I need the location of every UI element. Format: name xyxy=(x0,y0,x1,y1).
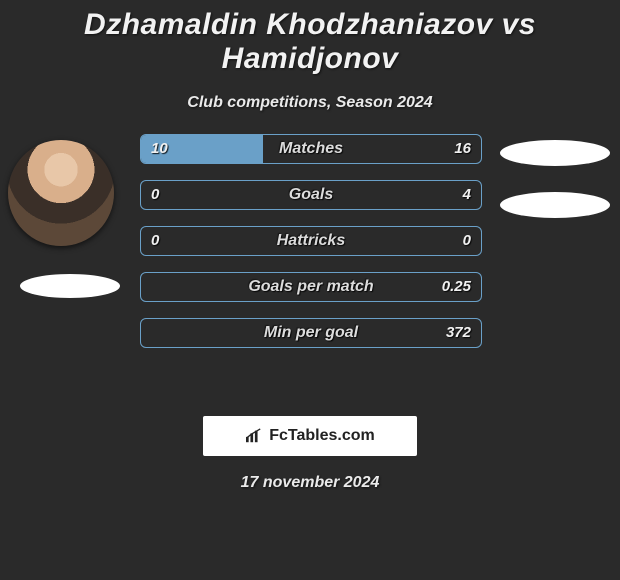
player-right-flag-ellipse xyxy=(500,192,610,218)
player-left-photo xyxy=(8,140,114,246)
brand-chart-icon xyxy=(245,428,263,444)
stat-label: Hattricks xyxy=(141,227,481,255)
stat-label: Min per goal xyxy=(141,319,481,347)
stat-label: Matches xyxy=(141,135,481,163)
stat-row: 372Min per goal xyxy=(140,318,482,348)
stat-row: 04Goals xyxy=(140,180,482,210)
player-right-photo-ellipse xyxy=(500,140,610,166)
player-left-flag-ellipse xyxy=(20,274,120,298)
subtitle: Club competitions, Season 2024 xyxy=(0,94,620,112)
date-line: 17 november 2024 xyxy=(0,474,620,492)
stat-label: Goals xyxy=(141,181,481,209)
brand-text: FcTables.com xyxy=(269,427,375,445)
comparison-area: 1016Matches04Goals00Hattricks0.25Goals p… xyxy=(0,144,620,404)
stat-row: 00Hattricks xyxy=(140,226,482,256)
stat-row: 0.25Goals per match xyxy=(140,272,482,302)
stat-bars: 1016Matches 04Goals 00Hattricks 0.25Goals p… xyxy=(140,134,482,364)
stat-row: 1016Matches xyxy=(140,134,482,164)
page-title: Dzhamaldin Khodzhaniazov vs Hamidjonov xyxy=(0,0,620,76)
brand-badge: FcTables.com xyxy=(203,416,417,456)
stat-label: Goals per match xyxy=(141,273,481,301)
